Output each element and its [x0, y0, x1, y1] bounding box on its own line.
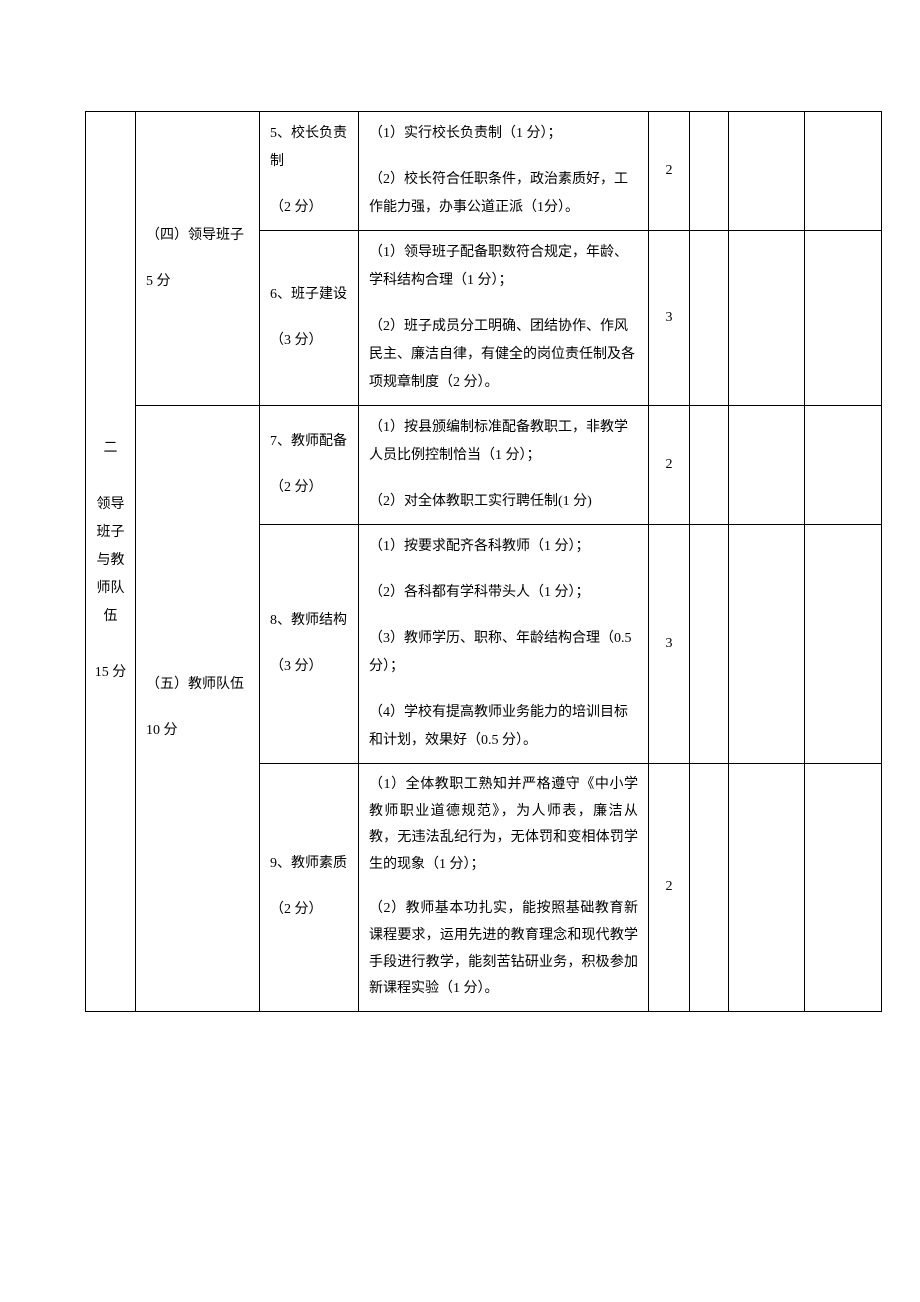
section-total: 15 分: [88, 659, 133, 687]
criteria-text: （4）学校有提高教师业务能力的培训目标和计划，效果好（0.5 分）。: [369, 699, 638, 755]
blank-cell: [805, 525, 882, 764]
blank-cell: [729, 764, 805, 1012]
section-title-line: 伍: [88, 603, 133, 631]
subsection-label: （五）教师队伍: [146, 671, 249, 699]
section-title-line: 与教: [88, 547, 133, 575]
section-number: 二: [88, 435, 133, 463]
criteria-text: （2）教师基本功扎实，能按照基础教育新课程要求，运用先进的教育理念和现代教学手段…: [369, 896, 638, 1002]
criteria-text: （1）按要求配齐各科教师（1 分）；: [369, 533, 638, 561]
criteria-cell: （1）实行校长负责制（1 分）； （2）校长符合任职条件，政治素质好，工作能力强…: [359, 112, 649, 231]
section-cell: 二 领导 班子 与教 师队 伍 15 分: [86, 112, 136, 1012]
score-cell: 2: [649, 406, 690, 525]
item-label-cell: 9、教师素质 （2 分）: [260, 764, 359, 1012]
item-label-cell: 5、校长负责制 （2 分）: [260, 112, 359, 231]
criteria-text: （2）班子成员分工明确、团结协作、作风民主、廉洁自律，有健全的岗位责任制及各项规…: [369, 313, 638, 397]
criteria-cell: （1）按要求配齐各科教师（1 分）； （2）各科都有学科带头人（1 分）； （3…: [359, 525, 649, 764]
criteria-text: （2）对全体教职工实行聘任制(1 分): [369, 488, 638, 516]
criteria-text: （2）校长符合任职条件，政治素质好，工作能力强，办事公道正派（1分）。: [369, 166, 638, 222]
table-row: 二 领导 班子 与教 师队 伍 15 分 （四）领导班子 5 分 5、校长负责制…: [86, 112, 882, 231]
criteria-cell: （1）领导班子配备职数符合规定，年龄、学科结构合理（1 分）； （2）班子成员分…: [359, 231, 649, 406]
item-label-cell: 8、教师结构 （3 分）: [260, 525, 359, 764]
blank-cell: [729, 231, 805, 406]
blank-cell: [805, 406, 882, 525]
score-cell: 3: [649, 525, 690, 764]
score-cell: 2: [649, 764, 690, 1012]
item-weight: （3 分）: [270, 327, 348, 355]
item-label: 5、校长负责制: [270, 120, 348, 176]
criteria-text: （3）教师学历、职称、年龄结构合理（0.5 分）；: [369, 625, 638, 681]
item-label: 8、教师结构: [270, 607, 348, 635]
subsection-points: 10 分: [146, 717, 249, 745]
subsection-cell: （四）领导班子 5 分: [136, 112, 260, 406]
blank-cell: [690, 406, 729, 525]
subsection-cell: （五）教师队伍 10 分: [136, 406, 260, 1012]
item-label-cell: 7、教师配备 （2 分）: [260, 406, 359, 525]
item-label: 6、班子建设: [270, 281, 348, 309]
item-weight: （2 分）: [270, 194, 348, 222]
criteria-text: （1）按县颁编制标准配备教职工，非教学人员比例控制恰当（1 分）；: [369, 414, 638, 470]
score-cell: 3: [649, 231, 690, 406]
blank-cell: [805, 231, 882, 406]
blank-cell: [805, 112, 882, 231]
section-title-line: 师队: [88, 575, 133, 603]
blank-cell: [729, 406, 805, 525]
blank-cell: [729, 112, 805, 231]
item-label: 7、教师配备: [270, 428, 348, 456]
blank-cell: [690, 112, 729, 231]
section-title-line: 班子: [88, 519, 133, 547]
subsection-label: （四）领导班子: [146, 222, 249, 250]
criteria-text: （1）全体教职工熟知并严格遵守《中小学教师职业道德规范》，为人师表，廉洁从教，无…: [369, 772, 638, 878]
blank-cell: [690, 525, 729, 764]
item-weight: （3 分）: [270, 653, 348, 681]
item-label-cell: 6、班子建设 （3 分）: [260, 231, 359, 406]
table-row: （五）教师队伍 10 分 7、教师配备 （2 分） （1）按县颁编制标准配备教职…: [86, 406, 882, 525]
blank-cell: [690, 764, 729, 1012]
evaluation-table: 二 领导 班子 与教 师队 伍 15 分 （四）领导班子 5 分 5、校长负责制…: [85, 111, 882, 1012]
criteria-cell: （1）按县颁编制标准配备教职工，非教学人员比例控制恰当（1 分）； （2）对全体…: [359, 406, 649, 525]
item-weight: （2 分）: [270, 896, 348, 924]
criteria-text: （1）领导班子配备职数符合规定，年龄、学科结构合理（1 分）；: [369, 239, 638, 295]
section-title-line: 领导: [88, 491, 133, 519]
blank-cell: [805, 764, 882, 1012]
subsection-points: 5 分: [146, 268, 249, 296]
item-weight: （2 分）: [270, 474, 348, 502]
blank-cell: [729, 525, 805, 764]
criteria-text: （1）实行校长负责制（1 分）；: [369, 120, 638, 148]
item-label: 9、教师素质: [270, 850, 348, 878]
criteria-cell: （1）全体教职工熟知并严格遵守《中小学教师职业道德规范》，为人师表，廉洁从教，无…: [359, 764, 649, 1012]
criteria-text: （2）各科都有学科带头人（1 分）；: [369, 579, 638, 607]
score-cell: 2: [649, 112, 690, 231]
blank-cell: [690, 231, 729, 406]
